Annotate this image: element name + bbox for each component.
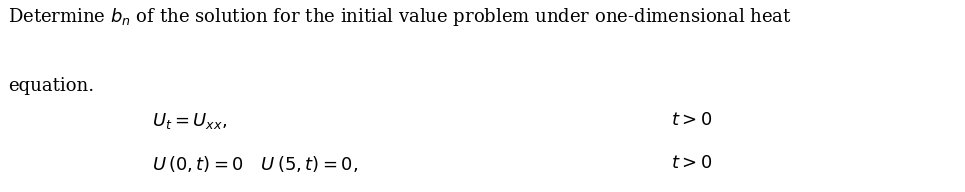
Text: $t > 0$: $t > 0$ (671, 111, 712, 129)
Text: equation.: equation. (8, 77, 94, 95)
Text: $t > 0$: $t > 0$ (671, 154, 712, 172)
Text: Determine $b_n$ of the solution for the initial value problem under one-dimensio: Determine $b_n$ of the solution for the … (8, 6, 791, 28)
Text: $U\,(0, t) = 0 \quad U\,(5, t) = 0,$: $U\,(0, t) = 0 \quad U\,(5, t) = 0,$ (152, 154, 359, 174)
Text: $U\,(x, 0) = 25 \quad 0 < x < 5$: $U\,(x, 0) = 25 \quad 0 < x < 5$ (152, 190, 355, 192)
Text: $U_t = U_{xx},$: $U_t = U_{xx},$ (152, 111, 228, 131)
